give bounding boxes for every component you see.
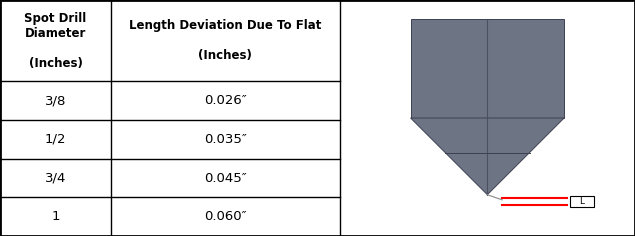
Bar (411, 19, 564, 118)
Polygon shape (411, 118, 564, 195)
Text: 1/2: 1/2 (45, 133, 66, 146)
Text: 0.026″: 0.026″ (204, 94, 247, 107)
Text: 0.060″: 0.060″ (204, 210, 247, 223)
Text: Length Deviation Due To Flat

(Inches): Length Deviation Due To Flat (Inches) (130, 19, 321, 62)
Text: 0.035″: 0.035″ (204, 133, 247, 146)
Text: 0.045″: 0.045″ (204, 172, 247, 185)
Bar (570, 196, 594, 207)
Text: 3/8: 3/8 (45, 94, 66, 107)
Text: 1: 1 (51, 210, 60, 223)
Text: 3/4: 3/4 (45, 172, 66, 185)
Text: Spot Drill
Diameter

(Inches): Spot Drill Diameter (Inches) (24, 12, 87, 70)
Bar (340, 0, 635, 236)
Text: L: L (579, 197, 584, 206)
